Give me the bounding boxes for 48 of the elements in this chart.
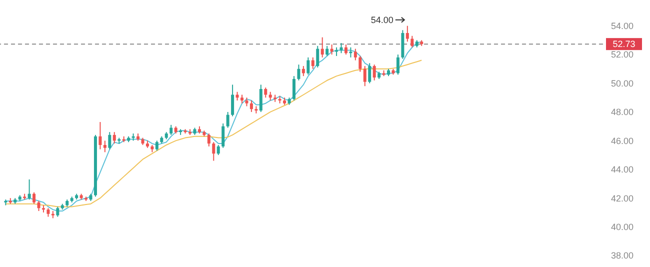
candlestick	[112, 132, 116, 144]
y-tick-label: 44.00	[611, 164, 634, 175]
candlestick	[302, 66, 305, 77]
y-tick-label: 52.00	[611, 50, 634, 60]
candlestick	[170, 124, 173, 136]
candlestick	[212, 142, 216, 162]
y-tick-label: 42.00	[611, 193, 634, 204]
candlestick	[207, 133, 210, 147]
candlestick	[368, 62, 372, 84]
candlestick	[56, 206, 60, 218]
candlestick	[297, 64, 300, 81]
candlestick	[231, 84, 234, 117]
candlestick	[311, 56, 314, 70]
candlestick	[155, 140, 158, 152]
candlestick	[28, 178, 31, 200]
candlestick	[349, 46, 352, 58]
candlestick	[358, 55, 362, 72]
candlestick	[98, 122, 102, 150]
annotation: 54.00	[370, 14, 394, 25]
candlestick	[372, 64, 376, 81]
candlestick	[103, 140, 106, 153]
candlestick	[320, 36, 324, 58]
y-tick-label: 40.00	[611, 222, 634, 232]
candlestick	[316, 45, 320, 68]
y-tick-label: 46.00	[611, 136, 634, 146]
candlestick	[410, 35, 414, 48]
ref-line-label: 52.73	[612, 39, 636, 50]
candlestick	[396, 54, 400, 76]
candlestick	[32, 192, 36, 204]
candlestick	[354, 48, 357, 61]
candlestick	[108, 132, 112, 150]
candlestick	[326, 45, 329, 56]
candlestick	[264, 87, 268, 98]
candlestick	[344, 44, 348, 56]
candlestick	[250, 100, 253, 112]
candlestick	[37, 200, 40, 212]
y-tick-label: 48.00	[611, 107, 634, 118]
candlestick	[292, 76, 296, 101]
candlestick	[406, 25, 409, 42]
candlestick	[259, 84, 262, 112]
candlestick	[363, 66, 366, 87]
candlestick	[222, 122, 225, 148]
candlestick	[306, 56, 310, 76]
y-tick-label: 50.00	[611, 78, 634, 88]
y-tick-label: 38.00	[611, 250, 634, 261]
y-tick-label: 54.00	[611, 21, 634, 32]
candlestick	[216, 144, 220, 156]
candlestick	[226, 111, 230, 128]
